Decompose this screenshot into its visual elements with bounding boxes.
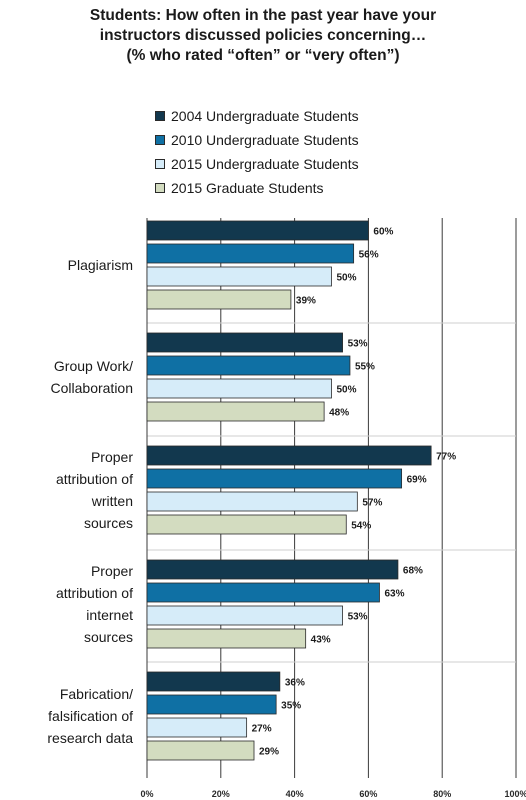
- value-label: 39%: [296, 296, 316, 307]
- bar: [146, 289, 292, 310]
- value-label: 48%: [329, 408, 349, 419]
- x-tick-label: 20%: [212, 789, 230, 799]
- legend-item-2004-undergrad: 2004 Undergraduate Students: [155, 104, 359, 128]
- bar: [146, 355, 351, 376]
- value-label: 43%: [311, 635, 331, 646]
- x-tick-label: 0%: [140, 789, 153, 799]
- title-line-2: instructors discussed policies concernin…: [99, 27, 427, 44]
- bar: [146, 717, 248, 738]
- title-line-1: Students: How often in the past year hav…: [89, 7, 437, 24]
- category-label: internet: [86, 607, 133, 623]
- bar: [146, 243, 355, 264]
- category-label: Group Work/: [54, 358, 133, 374]
- x-tick-label: 100%: [504, 789, 526, 799]
- legend-swatch: [155, 135, 165, 145]
- category-label: written: [91, 493, 133, 509]
- value-label: 35%: [281, 701, 301, 712]
- legend-swatch: [155, 183, 165, 193]
- value-label: 56%: [359, 250, 379, 261]
- value-label: 50%: [337, 273, 357, 284]
- value-label: 63%: [384, 589, 404, 600]
- bar: [146, 628, 307, 649]
- value-label: 36%: [285, 678, 305, 689]
- bar: [146, 332, 343, 353]
- legend-label: 2004 Undergraduate Students: [171, 108, 359, 124]
- value-label: 57%: [362, 498, 382, 509]
- value-label: 53%: [348, 339, 368, 350]
- value-label: 69%: [407, 475, 427, 486]
- bar: [146, 378, 332, 399]
- value-label: 53%: [348, 612, 368, 623]
- value-label: 29%: [259, 747, 279, 758]
- legend-label: 2015 Undergraduate Students: [171, 156, 359, 172]
- value-label: 60%: [373, 227, 393, 238]
- value-label: 55%: [355, 362, 375, 373]
- value-label: 77%: [436, 452, 456, 463]
- bar: [146, 605, 343, 626]
- legend-item-2010-undergrad: 2010 Undergraduate Students: [155, 128, 359, 152]
- category-label: Collaboration: [51, 380, 134, 396]
- category-label: Plagiarism: [68, 257, 133, 273]
- bar: [146, 220, 369, 241]
- value-label: 54%: [351, 521, 371, 532]
- bar: [146, 468, 403, 489]
- bar: [146, 491, 358, 512]
- category-label: falsification of: [48, 708, 133, 724]
- bar: [146, 514, 347, 535]
- category-label: research data: [47, 730, 133, 746]
- legend-item-2015-graduate: 2015 Graduate Students: [155, 176, 359, 200]
- category-label: attribution of: [56, 471, 133, 487]
- value-label: 50%: [337, 385, 357, 396]
- legend-swatch: [155, 159, 165, 169]
- bar: [146, 401, 325, 422]
- value-label: 27%: [252, 724, 272, 735]
- value-label: 68%: [403, 566, 423, 577]
- x-tick-label: 80%: [433, 789, 451, 799]
- title-line-3: (% who rated “often” or “very often”): [126, 47, 400, 64]
- x-tick-label: 60%: [359, 789, 377, 799]
- x-tick-label: 40%: [286, 789, 304, 799]
- legend-swatch: [155, 111, 165, 121]
- legend-label: 2010 Undergraduate Students: [171, 132, 359, 148]
- bar: [146, 582, 380, 603]
- legend: 2004 Undergraduate Students 2010 Undergr…: [155, 104, 359, 200]
- category-label: attribution of: [56, 585, 133, 601]
- chart-title: Students: How often in the past year hav…: [0, 6, 526, 66]
- bar: [146, 694, 277, 715]
- bar: [146, 740, 255, 761]
- bar: [146, 445, 432, 466]
- legend-label: 2015 Graduate Students: [171, 180, 324, 196]
- category-label: Proper: [91, 563, 133, 579]
- category-label: Fabrication/: [60, 686, 133, 702]
- bar: [146, 266, 332, 287]
- category-label: Proper: [91, 449, 133, 465]
- category-label: sources: [84, 515, 133, 531]
- legend-item-2015-undergrad: 2015 Undergraduate Students: [155, 152, 359, 176]
- category-label: sources: [84, 629, 133, 645]
- bar: [146, 559, 399, 580]
- bar: [146, 671, 281, 692]
